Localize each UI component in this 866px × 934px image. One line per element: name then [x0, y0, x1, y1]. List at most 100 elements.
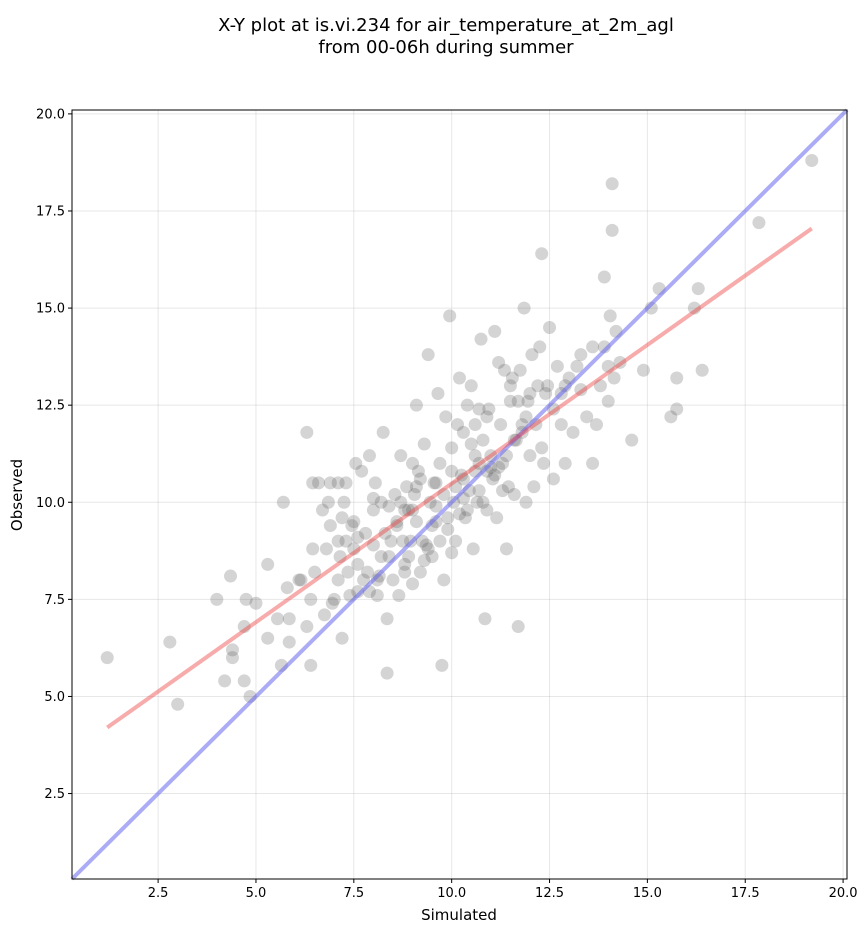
scatter-point	[441, 511, 455, 525]
scatter-point	[386, 573, 400, 587]
scatter-point	[374, 495, 388, 509]
scatter-point	[300, 425, 314, 439]
scatter-point	[535, 247, 549, 261]
scatter-point	[323, 476, 337, 490]
scatter-point	[351, 530, 365, 544]
scatter-point	[351, 557, 365, 571]
scatter-point	[409, 480, 423, 494]
scatter-point	[331, 534, 345, 548]
scatter-point	[225, 643, 239, 657]
scatter-point	[523, 387, 537, 401]
scatter-point	[239, 592, 253, 606]
scatter-point	[218, 674, 232, 688]
scatter-point	[306, 542, 320, 556]
y-tick-label: 15.0	[36, 302, 65, 317]
scatter-point	[327, 592, 341, 606]
scatter-point	[511, 620, 525, 634]
scatter-point	[805, 153, 819, 167]
scatter-point	[613, 355, 627, 369]
x-axis-ticks: 2.5 5.0 7.5 10.0 12.5 15.0 17.5 20.0	[148, 879, 858, 901]
scatter-point	[390, 519, 404, 533]
scatter-point	[349, 456, 363, 470]
scatter-point	[445, 464, 459, 478]
scatter-point	[460, 503, 474, 517]
chart-title-line-2: from 00-06h during summer	[318, 37, 574, 58]
scatter-point	[421, 542, 435, 556]
scatter-point	[441, 522, 455, 536]
scatter-point	[402, 503, 416, 517]
scatter-point	[398, 565, 412, 579]
scatter-point	[570, 359, 584, 373]
scatter-point	[409, 515, 423, 529]
scatter-point	[433, 534, 447, 548]
scatter-point	[316, 503, 330, 517]
scatter-point	[413, 565, 427, 579]
scatter-point	[355, 464, 369, 478]
x-tick-label: 5.0	[246, 886, 267, 901]
y-axis-ticks: 2.5 5.0 7.5 10.0 12.5 15.0 17.5 20.0	[36, 107, 72, 802]
scatter-point	[460, 398, 474, 412]
scatter-point	[429, 499, 443, 513]
scatter-point	[341, 565, 355, 579]
scatter-point	[261, 631, 275, 645]
scatter-point	[437, 488, 451, 501]
scatter-point	[456, 472, 470, 486]
scatter-point	[362, 449, 376, 463]
scatter-point	[586, 456, 600, 470]
scatter-point	[427, 476, 441, 490]
scatter-point	[605, 177, 619, 191]
fit-line	[106, 226, 813, 730]
x-tick-label: 20.0	[829, 886, 858, 901]
scatter-point	[517, 301, 531, 315]
scatter-point	[574, 348, 588, 362]
scatter-point	[664, 410, 678, 424]
y-axis-label: Observed	[8, 459, 26, 531]
y-tick-label: 7.5	[44, 593, 65, 608]
x-tick-label: 17.5	[731, 886, 760, 901]
scatter-point	[415, 534, 429, 548]
scatter-point	[308, 565, 322, 579]
scatter-point	[550, 359, 564, 373]
scatter-point	[357, 573, 371, 587]
scatter-point	[498, 363, 512, 377]
y-tick-label: 10.0	[36, 496, 65, 511]
scatter-point	[409, 398, 423, 412]
scatter-point	[331, 573, 345, 587]
scatter-point	[566, 425, 580, 439]
scatter-point	[394, 495, 408, 509]
scatter-point	[366, 491, 380, 505]
scatter-point	[163, 635, 177, 649]
scatter-point	[589, 418, 603, 432]
y-tick-label: 5.0	[44, 690, 65, 705]
scatter-point	[670, 371, 684, 385]
scatter-point	[482, 402, 496, 416]
scatter-point	[456, 425, 470, 439]
scatter-point	[378, 526, 392, 540]
scatter-point	[480, 410, 494, 424]
scatter-point	[406, 577, 420, 591]
scatter-point	[368, 476, 382, 490]
scatter-point	[225, 651, 239, 665]
scatter-point	[695, 363, 709, 377]
scatter-point	[435, 658, 449, 672]
y-tick-label: 2.5	[44, 787, 65, 802]
scatter-point	[390, 515, 404, 529]
x-tick-label: 2.5	[148, 886, 169, 901]
scatter-point	[519, 495, 533, 509]
x-tick-label: 15.0	[633, 886, 662, 901]
scatter-point	[478, 612, 492, 626]
scatter-point	[488, 324, 502, 338]
scatter-point	[554, 418, 568, 432]
scatter-point	[494, 418, 508, 432]
scatter-point	[421, 348, 435, 362]
scatter-point	[539, 387, 553, 401]
scatter-point	[597, 270, 611, 284]
scatter-point	[396, 534, 410, 548]
scatter-point	[429, 476, 443, 490]
scatter-point	[100, 651, 114, 665]
scatter-point	[496, 484, 510, 498]
scatter-point	[521, 394, 535, 408]
scatter-point	[400, 480, 414, 494]
